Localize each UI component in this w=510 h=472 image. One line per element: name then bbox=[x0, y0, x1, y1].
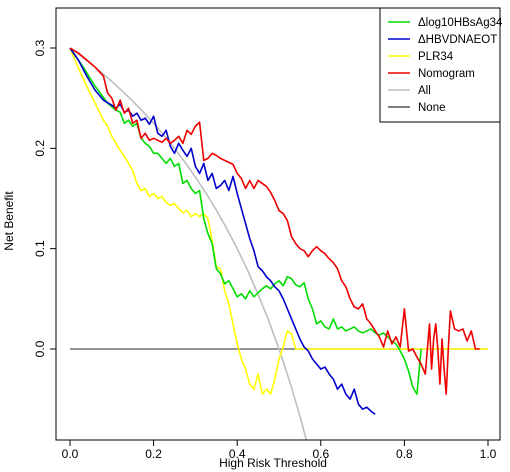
x-tick-label-1: 0.2 bbox=[145, 447, 162, 461]
legend-label-5: None bbox=[418, 102, 446, 114]
x-axis: 0.0 0.2 0.4 0.6 0.8 1.0 bbox=[62, 440, 497, 461]
y-tick-label-2: 0.2 bbox=[33, 140, 47, 157]
series-line-0 bbox=[69, 47, 422, 395]
series-line-4 bbox=[69, 47, 308, 440]
legend-label-1: ΔHBVDNAEOT bbox=[418, 34, 497, 46]
y-tick-label-0: 0.0 bbox=[33, 340, 47, 357]
legend-label-4: All bbox=[418, 85, 431, 97]
series-line-1 bbox=[69, 47, 376, 415]
x-tick-label-5: 1.0 bbox=[480, 447, 497, 461]
series-line-2 bbox=[69, 47, 488, 395]
plot-frame bbox=[55, 7, 501, 441]
x-tick-label-0: 0.0 bbox=[62, 447, 79, 461]
y-tick-label-3: 0.3 bbox=[33, 39, 47, 56]
legend-box bbox=[379, 7, 501, 123]
legend-label-0: Δlog10HBsAg34 bbox=[418, 17, 503, 29]
x-tick-label-3: 0.6 bbox=[312, 447, 329, 461]
x-axis-title: High Risk Threshold bbox=[219, 456, 327, 470]
x-tick-label-2: 0.4 bbox=[229, 447, 246, 461]
y-axis-title: Net Benefit bbox=[2, 191, 16, 251]
legend-label-3: Nomogram bbox=[418, 68, 475, 80]
y-tick-label-1: 0.1 bbox=[33, 240, 47, 257]
series-line-3 bbox=[69, 47, 480, 395]
legend: Δlog10HBsAg34 ΔHBVDNAEOT PLR34 Nomogram All N… bbox=[379, 7, 503, 123]
y-axis: 0.0 0.1 0.2 0.3 bbox=[33, 39, 56, 357]
series-layer bbox=[69, 47, 488, 440]
x-tick-label-4: 0.8 bbox=[396, 447, 413, 461]
legend-label-2: PLR34 bbox=[418, 51, 454, 63]
